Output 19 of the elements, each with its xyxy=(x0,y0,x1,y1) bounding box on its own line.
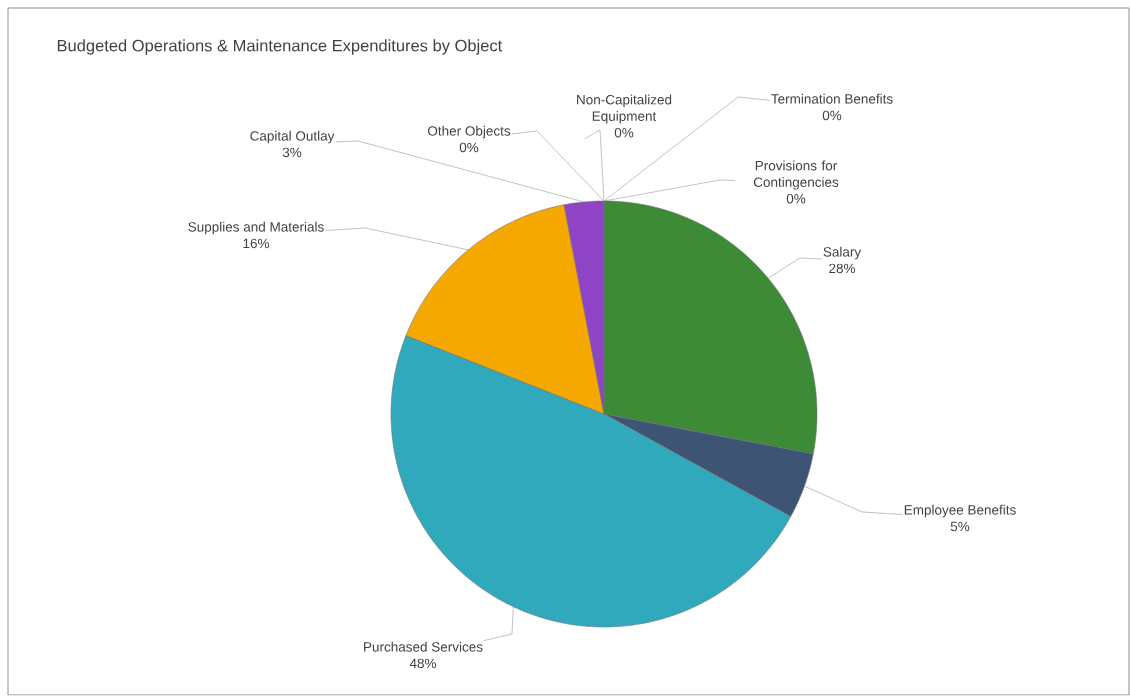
slice-label: Supplies and Materials xyxy=(188,221,324,235)
category-label: Non-Capitalized Equipment xyxy=(577,94,672,124)
text: 0% xyxy=(786,193,806,204)
slice-label: Capital Outlay xyxy=(250,130,335,144)
data-label: 48% xyxy=(409,658,437,669)
text: 0% xyxy=(822,110,842,121)
text: 0% xyxy=(459,142,479,153)
slice-label: Salary xyxy=(823,246,862,260)
category-label: Termination Benefits xyxy=(771,93,893,104)
data-label: 28% xyxy=(829,263,856,274)
slice-label: Purchased Services xyxy=(364,641,483,652)
category-label: Other Objects xyxy=(428,125,511,139)
chart-title: Budgeted Operations & Maintenance Expenditures by Object xyxy=(57,39,503,55)
category-label: Provisions for Contingencies xyxy=(753,160,839,190)
text: 0% xyxy=(614,127,634,138)
data-label: 5% xyxy=(950,521,970,532)
slice-label: Employee Benefits xyxy=(904,504,1016,518)
data-label: 16% xyxy=(243,238,270,249)
data-label: 3% xyxy=(282,147,302,158)
